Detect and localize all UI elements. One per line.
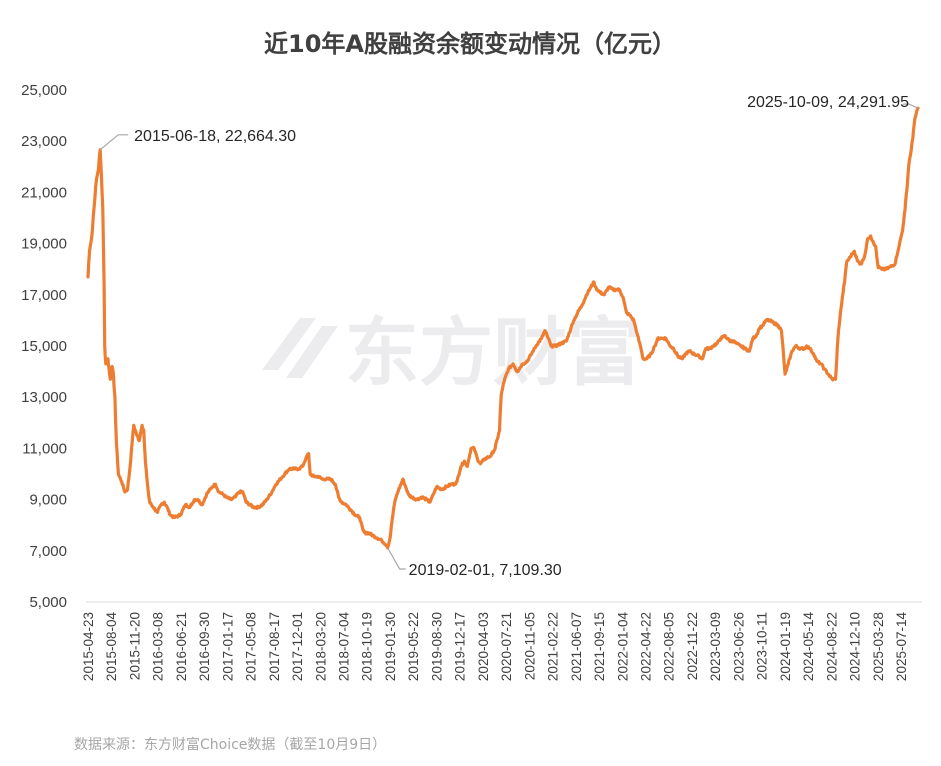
watermark: 东方财富: [345, 310, 641, 396]
x-tick-label: 2017-05-08: [244, 612, 259, 681]
y-tick-label: 25,000: [21, 82, 67, 99]
annotation-leader: [903, 103, 919, 109]
x-tick-label: 2020-04-03: [476, 612, 491, 681]
x-tick-label: 2015-11-20: [127, 612, 142, 680]
y-tick-label: 15,000: [21, 338, 67, 355]
x-tick-label: 2016-03-08: [151, 612, 166, 681]
x-tick-label: 2024-05-14: [801, 612, 816, 682]
x-tick-label: 2021-06-07: [569, 612, 584, 681]
x-tick-label: 2019-01-30: [383, 612, 398, 681]
x-tick-label: 2017-01-17: [220, 612, 235, 681]
y-tick-label: 9,000: [29, 492, 67, 509]
x-tick-label: 2019-05-22: [406, 612, 421, 681]
x-tick-label: 2015-08-04: [104, 612, 119, 682]
x-tick-label: 2022-04-22: [638, 612, 653, 681]
x-tick-label: 2017-12-01: [290, 612, 305, 681]
annotation-label: 2015-06-18, 22,664.30: [134, 128, 296, 145]
y-tick-label: 7,000: [29, 543, 67, 560]
annotation-label: 2025-10-09, 24,291.95: [747, 94, 909, 111]
x-tick-label: 2021-09-15: [592, 612, 607, 681]
x-axis: 2015-04-23 2015-08-04 2015-11-20 2016-03-08…: [81, 612, 909, 682]
x-tick-label: 2025-03-28: [871, 612, 886, 681]
x-tick-label: 2024-01-19: [778, 612, 793, 681]
x-tick-label: 2022-11-22: [685, 612, 700, 680]
x-tick-label: 2022-01-04: [615, 612, 630, 682]
y-tick-label: 13,000: [21, 389, 67, 406]
series-line: [86, 106, 920, 550]
y-tick-label: 17,000: [21, 287, 67, 304]
annotations: 2015-06-18, 22,664.30 2019-02-01, 7,109.3…: [99, 94, 919, 579]
x-tick-label: 2018-07-04: [337, 612, 352, 682]
x-tick-label: 2015-04-23: [81, 612, 96, 681]
annotation-leader: [387, 547, 406, 570]
source-note: 数据来源：东方财富Choice数据（截至10月9日）: [74, 736, 386, 753]
x-tick-label: 2025-07-14: [894, 612, 909, 682]
x-tick-label: 2019-08-30: [429, 612, 444, 681]
x-tick-label: 2019-12-17: [453, 612, 468, 681]
series-layer: [86, 106, 920, 550]
chart-title: 近10年A股融资余额变动情况（亿元）: [264, 30, 676, 58]
x-tick-label: 2024-12-10: [848, 612, 863, 681]
y-axis: 5,000 7,000 9,000 11,000 13,000 15,000 17,000 1…: [21, 82, 67, 611]
y-tick-label: 19,000: [21, 236, 67, 253]
x-tick-label: 2023-10-11: [755, 612, 770, 680]
x-tick-label: 2018-03-20: [313, 612, 328, 681]
y-tick-label: 11,000: [22, 440, 67, 457]
watermark-logo-icon: [262, 318, 338, 378]
x-tick-label: 2016-06-21: [174, 612, 189, 681]
x-tick-label: 2020-11-05: [522, 612, 537, 680]
x-tick-label: 2023-03-09: [708, 612, 723, 681]
annotation-label: 2019-02-01, 7,109.30: [409, 562, 562, 579]
x-tick-label: 2017-08-17: [267, 612, 282, 681]
y-tick-label: 5,000: [29, 594, 67, 611]
y-tick-label: 23,000: [21, 133, 67, 150]
annotation-leader: [99, 134, 129, 151]
x-tick-label: 2021-02-22: [546, 612, 561, 681]
x-tick-label: 2016-09-30: [197, 612, 212, 681]
x-tick-label: 2018-10-19: [360, 612, 375, 681]
y-tick-label: 21,000: [21, 184, 67, 201]
x-tick-label: 2022-08-05: [662, 612, 677, 681]
x-tick-label: 2020-07-21: [499, 612, 514, 681]
x-tick-label: 2024-08-22: [824, 612, 839, 681]
x-tick-label: 2023-06-26: [731, 612, 746, 681]
